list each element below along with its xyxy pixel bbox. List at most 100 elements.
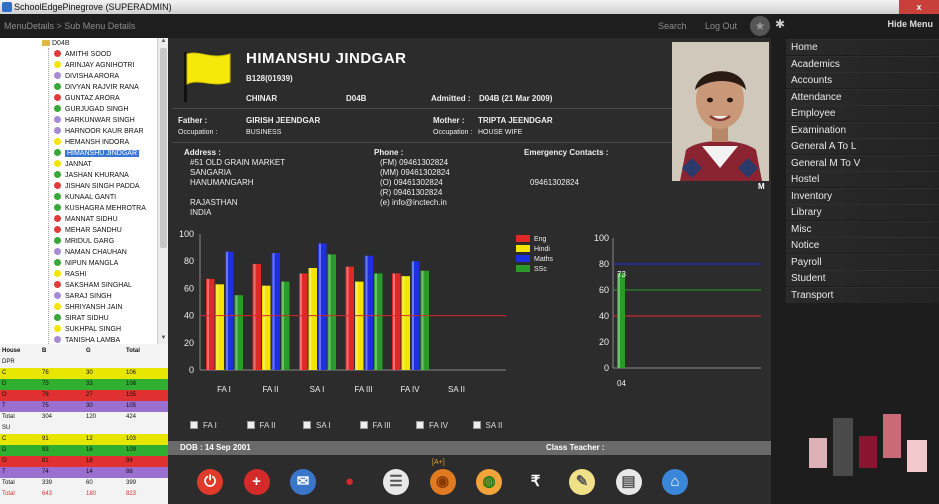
checkbox-icon[interactable] [359,421,368,429]
house-dot-icon [54,182,61,189]
dob-text: DOB : 14 Sep 2001 [180,443,251,452]
student-tree-item[interactable]: NIPUN MANGLA [54,258,118,269]
student-tree-item[interactable]: KUSHAGRA MEHROTRA [54,203,146,214]
exam-filter-checkbox[interactable]: FA IV [416,420,448,432]
exam-filter-checkbox[interactable]: FA II [246,420,276,432]
menu-item-examination[interactable]: Examination [786,121,939,138]
grade-badge: [A+] [432,459,445,466]
house-dot-icon [54,160,61,167]
student-tree-item[interactable]: GUNTAZ ARORA [54,93,120,104]
rupee-icon[interactable]: ₹ [522,469,549,495]
student-tree-item[interactable]: SARAJ SINGH [54,291,112,302]
menu-item-employee[interactable]: Employee [786,105,939,121]
clipboard-icon[interactable]: ▤ [615,469,642,495]
menu-item-accounts[interactable]: Accounts [786,72,939,88]
exam-filter-checkbox[interactable]: FA III [359,420,391,432]
student-tree-item[interactable]: SHRIYANSH JAIN [54,302,122,313]
student-tree-item[interactable]: DIVISHA ARORA [54,71,119,82]
student-tree-item[interactable]: GURJUGAD SINGH [54,104,128,115]
scroll-down-icon[interactable]: ▼ [160,335,167,341]
menu-item-payroll[interactable]: Payroll [786,253,939,270]
checkbox-icon[interactable] [190,421,198,429]
scroll-up-icon[interactable]: ▲ [160,38,167,44]
student-tree-label: SUKHPAL SINGH [65,326,122,333]
chart-legend: Eng Hindi Maths SSc [516,235,553,275]
menu-item-notice[interactable]: Notice [786,237,939,253]
menu-item-library[interactable]: Library [786,204,939,220]
bar-highlight [356,281,358,370]
menu-item-misc[interactable]: Misc [786,220,939,237]
home-icon[interactable]: ⌂ [662,469,688,495]
student-tree-item[interactable]: JASHAN KHURANA [54,170,129,181]
notepad-icon[interactable]: ☰ [383,469,409,495]
student-tree-item[interactable]: DIVYAN RAJVIR RANA [54,82,139,93]
power-icon[interactable]: ⏻ [197,469,223,495]
student-tree-item[interactable]: MANNAT SIDHU [54,214,118,225]
house-table-cell: 30 [86,370,93,376]
student-tree-item[interactable]: NAMAN CHAUHAN [54,247,127,258]
menu-item-home[interactable]: Home [786,39,939,55]
basketball-icon[interactable]: ◉ [429,469,456,495]
student-tree-item[interactable]: HIMANSHU JINDGAR [54,148,140,159]
checkbox-icon[interactable] [472,421,481,429]
checkbox-icon[interactable] [246,421,255,429]
add-icon[interactable]: + [243,469,270,495]
student-tree-item[interactable]: JISHAN SINGH PADDA [54,181,140,192]
student-tree-item[interactable]: TANISHA LAMBA [54,335,120,346]
house-table-cell: 93 [42,447,49,453]
window-close-button[interactable]: x [899,0,939,14]
legend-label: Eng [534,236,547,243]
menu-item-general-a-to-l[interactable]: General A To L [786,138,939,154]
student-tree-item[interactable]: HARNOOR KAUR BRAR [54,126,144,137]
student-tree-item[interactable]: HARKUNWAR SINGH [54,115,135,126]
scroll-thumb[interactable] [160,48,167,248]
star-icon[interactable]: ★ [750,16,770,36]
house-table-cell: 75 [42,381,49,387]
exam-filter-checkbox[interactable]: SA II [472,420,502,432]
student-tree-item[interactable]: SAKSHAM SINGHAL [54,280,132,291]
breadcrumb[interactable]: MenuDetails > Sub Menu Details [4,21,136,31]
student-tree-item[interactable]: JANNAT [54,159,92,170]
menu-item-attendance[interactable]: Attendance [786,88,939,105]
menu-item-student[interactable]: Student [786,270,939,286]
student-tree-item[interactable]: RASHI [54,269,86,280]
search-link[interactable]: Search [658,21,687,31]
menu-item-transport[interactable]: Transport [786,286,939,303]
strawberry-icon[interactable]: ● [336,469,363,495]
checkbox-icon[interactable] [303,421,311,429]
student-tree-item[interactable]: SUKHPAL SINGH [54,324,121,335]
india-flag-icon[interactable]: ◍ [476,469,502,495]
student-tree-item[interactable]: AMITHI SOOD [54,49,111,60]
tree-scrollbar[interactable]: ▲ ▼ [157,38,168,344]
logout-link[interactable]: Log Out [705,21,738,31]
menu-item-inventory[interactable]: Inventory [786,187,939,204]
checkbox-icon[interactable] [416,421,424,429]
legend-label: Hindi [534,246,550,253]
tree-folder[interactable]: D04B [42,40,70,47]
exam-filter-checkbox[interactable]: FA I [190,420,217,432]
asterisk-icon[interactable]: ✱ [775,17,786,31]
y-tick-label: 20 [184,338,194,348]
exam-filter-checkbox[interactable]: SA I [303,420,331,432]
pencil-note-icon[interactable]: ✎ [569,469,595,495]
hide-menu-button[interactable]: Hide Menu [887,19,933,29]
app-icon [2,2,12,12]
student-tree-item[interactable]: HEMANSH INDORA [54,137,129,148]
house-dot-icon [54,226,61,233]
menu-item-academics[interactable]: Academics [786,55,939,72]
exam-performance-chart: 0 20 40 60 80 100 FA I FA II SA I FA III FA IV SA I… [168,224,513,402]
student-tree-item[interactable]: MRIDUL GARG [54,236,114,247]
student-tree-item[interactable]: SIRAT SIDHU [54,313,109,324]
house-table-row: D 93 16 109 [0,445,168,456]
student-tree-item[interactable]: KUNAAL GANTI [54,192,116,203]
mother-label: Mother : [433,116,465,125]
menu-item-hostel[interactable]: Hostel [786,171,939,187]
student-tree-item[interactable]: ARINJAY AGNIHOTRI [54,60,134,71]
house-dot-icon [54,259,61,266]
menu-item-general-m-to-v[interactable]: General M To V [786,154,939,171]
mail-icon[interactable]: ✉ [290,469,316,495]
x-tick-label: FA III [354,385,372,394]
student-tree[interactable]: D04B AMITHI SOOD ARINJAY AGNIHOTRI DIVISHA… [0,38,157,348]
student-tree-item[interactable]: MEHAR SANDHU [54,225,122,236]
house-table-cell: C [2,436,7,442]
